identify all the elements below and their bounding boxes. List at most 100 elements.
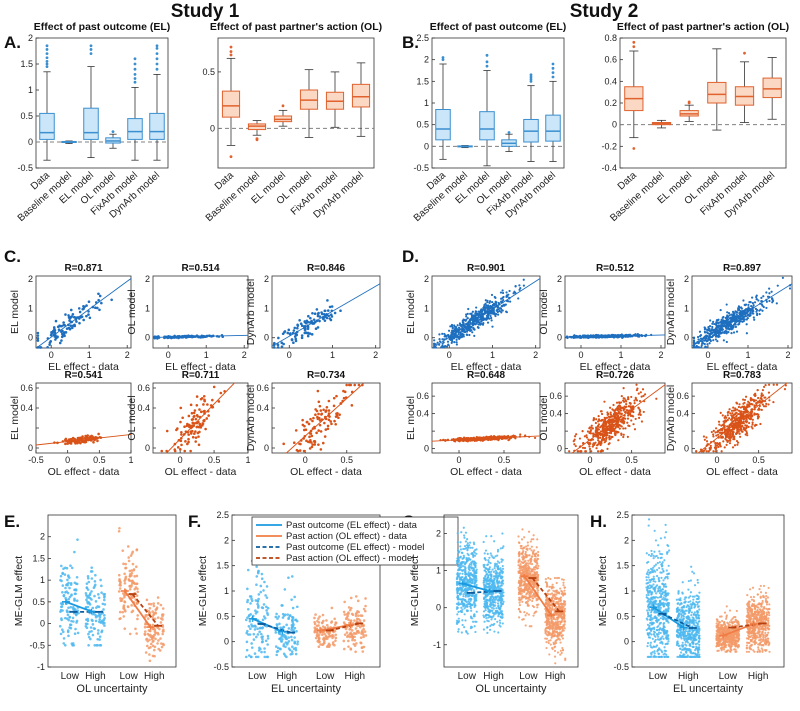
F-dot (279, 636, 283, 639)
D1-point (466, 322, 469, 325)
F-dot (252, 624, 255, 628)
C6-point (342, 389, 345, 393)
D5-point (618, 401, 621, 404)
D1-point (466, 329, 469, 332)
C5-point (206, 403, 209, 406)
E-dot (70, 566, 74, 570)
B-OL-outlier-2-1 (687, 100, 691, 104)
B-EL-ytick-label-6: 2.5 (416, 33, 429, 43)
C6-ylabel: DynArb model (245, 385, 257, 452)
D3-point (713, 333, 716, 337)
D3-point (735, 330, 739, 333)
D5-point (600, 412, 604, 416)
C5-point (189, 403, 193, 407)
E-dot (156, 616, 160, 619)
E-dot (144, 630, 147, 633)
C1-fit-line (36, 278, 132, 349)
C3-point (327, 314, 331, 318)
D5-point (608, 406, 612, 409)
D5-point (629, 414, 633, 418)
B-EL-iqr-5 (545, 114, 561, 142)
D6-point (737, 405, 741, 409)
B-EL-box-5 (545, 62, 561, 162)
C6-point (330, 422, 333, 426)
C5-point (219, 391, 223, 395)
D3-ytick-label-0: 0 (684, 333, 689, 343)
D4-ytick-label-1: 0.4 (416, 409, 429, 419)
C6-point (332, 404, 336, 408)
C6-point (316, 415, 319, 419)
E-dot (76, 538, 79, 541)
C5-point (195, 413, 199, 417)
E-dot (66, 613, 70, 617)
D3-point (737, 305, 741, 308)
D3-point (753, 301, 757, 304)
C6-xtick-label-1: 0.5 (341, 455, 354, 465)
B-OL-iqr-5 (762, 77, 782, 99)
C5-xtick-label-1: 0.5 (208, 455, 221, 465)
D1-points (433, 278, 525, 349)
C5-xlabel: OL effect - data (165, 466, 237, 478)
E-dot (123, 572, 126, 576)
D5-point (588, 427, 591, 430)
C6-point (310, 434, 314, 438)
D4-xtick-label-0: 0 (456, 455, 461, 465)
D1-point (450, 338, 453, 341)
D6-point (754, 423, 757, 426)
A-EL-outlier-5-5 (155, 44, 159, 48)
D4-points (439, 433, 537, 443)
E-dot (131, 562, 135, 566)
C1-point (64, 313, 67, 316)
D6-point (762, 405, 766, 408)
F-dot (256, 606, 260, 609)
D6-point (747, 425, 750, 428)
C6-point (305, 420, 309, 424)
D6-title: R=0.783 (723, 370, 762, 381)
F-dot (260, 632, 263, 636)
D3-point (698, 330, 702, 333)
D1-point (462, 330, 465, 333)
panel-letter-h: H. (590, 512, 607, 531)
D6-point (747, 417, 751, 420)
D3-xtick-label-2: 2 (785, 350, 790, 360)
E-dot (62, 637, 66, 640)
C2-xtick-label-1: 1 (204, 350, 209, 360)
C6-point (350, 404, 354, 407)
B-OL-iqr-3 (707, 81, 727, 104)
A-EL-outlier-0-3 (45, 56, 49, 60)
D3-point (745, 323, 748, 326)
D4-point (508, 438, 511, 441)
D5-point (579, 450, 582, 453)
C3-point (298, 318, 301, 322)
D5-point (592, 434, 595, 437)
D6-point (757, 415, 760, 419)
E-dot (151, 615, 154, 618)
F-dot (253, 652, 257, 655)
C1-axes-box (35, 275, 132, 349)
E-dot (156, 602, 160, 605)
D6-point (727, 435, 731, 438)
D1-point (482, 322, 485, 325)
B-OL-axes-box (619, 37, 787, 169)
D3-point (721, 331, 724, 334)
E-dot (67, 618, 70, 622)
C1-point (46, 345, 49, 349)
C1-point (53, 335, 57, 338)
D5-point (585, 436, 589, 439)
C3-point (306, 327, 310, 331)
D5-points (568, 383, 658, 453)
C6-title: R=0.734 (307, 370, 346, 381)
C6-point (307, 440, 310, 444)
D3-point (760, 303, 764, 306)
C5-point (190, 418, 194, 421)
D5-point (595, 418, 598, 421)
D3-point (722, 320, 725, 324)
D5-point (590, 424, 593, 427)
D3-point (703, 342, 706, 346)
D1-point (475, 306, 478, 309)
D3-point (714, 338, 717, 341)
D5-point (615, 401, 619, 404)
A-EL-ytick-label-0: -0.5 (17, 163, 33, 173)
D6-point (716, 444, 719, 447)
E-dot (74, 608, 77, 612)
